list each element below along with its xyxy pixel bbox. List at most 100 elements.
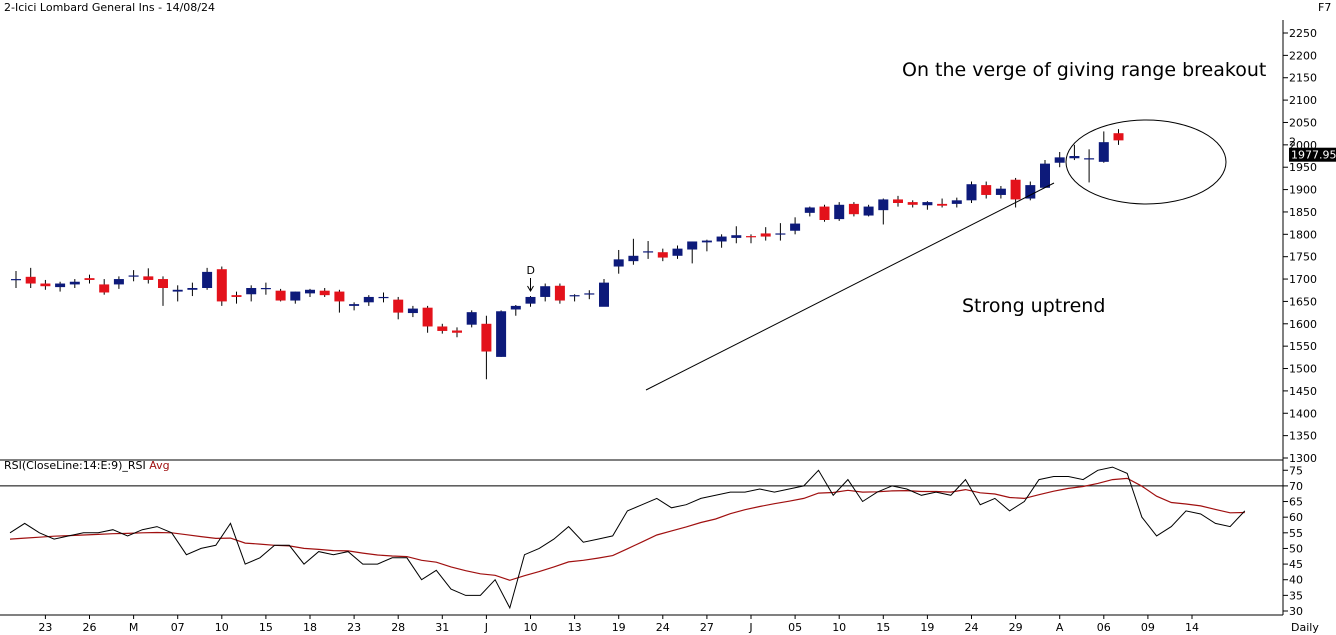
candle-up bbox=[260, 288, 271, 290]
x-tick-label: 27 bbox=[700, 621, 714, 634]
candle-down bbox=[481, 323, 492, 352]
candle-down bbox=[1010, 179, 1021, 200]
price-tick-label: 1700 bbox=[1289, 273, 1317, 286]
x-tick-label: 19 bbox=[612, 621, 626, 634]
x-tick-label: 24 bbox=[656, 621, 670, 634]
candle-up bbox=[496, 311, 507, 357]
candle-up bbox=[878, 199, 889, 211]
candle-up bbox=[11, 279, 21, 281]
candle-up bbox=[716, 236, 727, 242]
candle-up bbox=[687, 241, 698, 250]
rsi-tick-label: 35 bbox=[1289, 589, 1303, 602]
x-tick-label: 10 bbox=[524, 621, 538, 634]
candle-up bbox=[69, 281, 80, 285]
price-tick-label: 1300 bbox=[1289, 452, 1317, 465]
candle-up bbox=[349, 304, 360, 306]
candle-down bbox=[158, 279, 168, 288]
candle-down bbox=[25, 276, 36, 284]
candle-up bbox=[202, 271, 213, 288]
x-tick-label: 29 bbox=[1009, 621, 1023, 634]
candle-up bbox=[363, 296, 374, 303]
candle-up bbox=[1098, 142, 1109, 162]
x-tick-label: J bbox=[484, 621, 488, 634]
rsi-tick-label: 45 bbox=[1289, 558, 1303, 571]
candle-up bbox=[966, 184, 977, 201]
x-tick-label: 23 bbox=[347, 621, 361, 634]
x-tick-label: 07 bbox=[171, 621, 185, 634]
candle-up bbox=[569, 295, 580, 297]
x-tick-label: 10 bbox=[215, 621, 229, 634]
x-tick-label: 05 bbox=[788, 621, 802, 634]
rsi-line bbox=[9, 466, 1246, 610]
breakout-range-ellipse bbox=[1065, 119, 1227, 205]
candle-up bbox=[951, 200, 962, 204]
candle-up bbox=[187, 288, 198, 290]
price-tick-label: 2200 bbox=[1289, 49, 1317, 62]
uptrend-annotation: Strong uptrend bbox=[962, 295, 1105, 317]
x-tick-label: 14 bbox=[1185, 621, 1199, 634]
candle-up bbox=[731, 235, 742, 238]
rsi-tick-label: 50 bbox=[1289, 542, 1303, 555]
price-tick-label: 1850 bbox=[1289, 206, 1317, 219]
price-tick-label: 2100 bbox=[1289, 94, 1317, 107]
candle-down bbox=[937, 203, 948, 206]
breakout-annotation: On the verge of giving range breakout bbox=[902, 59, 1266, 81]
candle-down bbox=[231, 295, 242, 297]
price-tick-label: 1750 bbox=[1289, 251, 1317, 264]
candle-up bbox=[172, 289, 183, 292]
x-tick-label: 26 bbox=[83, 621, 97, 634]
candle-down bbox=[848, 203, 859, 215]
candle-down bbox=[334, 291, 345, 302]
candle-down bbox=[143, 276, 154, 280]
rsi-tick-label: 30 bbox=[1289, 605, 1303, 618]
candle-up bbox=[305, 289, 315, 294]
candle-up bbox=[701, 240, 712, 243]
price-tick-label: 1600 bbox=[1289, 318, 1317, 331]
candle-down bbox=[216, 269, 227, 302]
candle-up bbox=[540, 286, 551, 297]
candle-up bbox=[599, 282, 609, 307]
candle-down bbox=[275, 290, 286, 301]
rsi-tick-label: 60 bbox=[1289, 511, 1303, 524]
last-price-box bbox=[1289, 147, 1336, 162]
price-tick-label: 2250 bbox=[1289, 27, 1317, 40]
x-tick-label: 19 bbox=[920, 621, 934, 634]
price-tick-label: 1400 bbox=[1289, 407, 1317, 420]
rsi-title: RSI(CloseLine:14:E:9)_RSI Avg bbox=[4, 459, 170, 472]
candle-up bbox=[790, 223, 801, 231]
candle-up bbox=[995, 188, 1006, 195]
x-tick-label: J bbox=[748, 621, 752, 634]
candle-up bbox=[510, 305, 521, 310]
candle-down bbox=[760, 233, 771, 237]
candle-down bbox=[84, 278, 95, 280]
x-tick-label: 24 bbox=[965, 621, 979, 634]
x-tick-label: 31 bbox=[435, 621, 449, 634]
x-tick-label: M bbox=[129, 621, 139, 634]
dividend-marker: D bbox=[527, 264, 535, 277]
price-tick-label: 1650 bbox=[1289, 295, 1317, 308]
price-tick-label: 2150 bbox=[1289, 72, 1317, 85]
candle-up bbox=[672, 248, 683, 256]
rsi-tick-label: 70 bbox=[1289, 480, 1303, 493]
candle-down bbox=[907, 202, 918, 205]
candle-up bbox=[834, 204, 845, 220]
uptrend-line bbox=[645, 182, 1055, 391]
candle-up bbox=[584, 293, 595, 295]
dividend-arrow-head bbox=[527, 285, 534, 293]
price-tick-label: 1900 bbox=[1289, 184, 1317, 197]
candle-down bbox=[554, 285, 565, 301]
candle-up bbox=[613, 259, 624, 267]
x-tick-label: 23 bbox=[38, 621, 52, 634]
candle-up bbox=[55, 283, 66, 288]
rsi-tick-label: 65 bbox=[1289, 496, 1303, 509]
candle-down bbox=[1113, 133, 1124, 141]
candle-down bbox=[746, 236, 756, 238]
x-tick-label: 09 bbox=[1141, 621, 1155, 634]
candle-up bbox=[1069, 156, 1080, 159]
candle-up bbox=[128, 275, 139, 277]
candle-up bbox=[1025, 185, 1036, 199]
candle-up bbox=[1054, 157, 1065, 163]
candle-up bbox=[863, 206, 874, 216]
candle-down bbox=[393, 299, 404, 313]
candle-up bbox=[290, 291, 301, 301]
